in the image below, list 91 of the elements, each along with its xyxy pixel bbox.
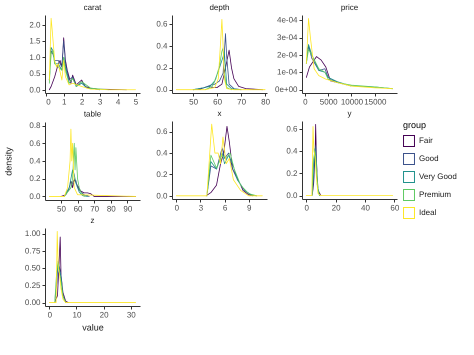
y-tick-label: 1.0	[29, 52, 42, 62]
x-tick-label: 0	[174, 204, 180, 212]
x-tick-label: 0	[304, 204, 310, 212]
line-series	[176, 124, 263, 196]
y-tick-label: 0.25	[24, 280, 42, 290]
chart-title: y	[348, 109, 352, 118]
x-tick-label: 60	[213, 98, 223, 106]
line-series	[306, 18, 393, 90]
x-tick-label: 20	[332, 204, 342, 212]
x-tick-label: 20	[100, 310, 110, 320]
x-tick-label: 2	[80, 98, 85, 106]
x-tick-label: 15000	[364, 98, 387, 106]
x-tick-label: 80	[261, 98, 271, 106]
legend-label: Fair	[419, 136, 434, 145]
x-tick-label: 90	[123, 204, 133, 214]
legend-label: Very Good	[419, 172, 457, 181]
y-tick-label: 0.4	[156, 148, 168, 158]
y-tick-label: 0.5	[29, 69, 42, 78]
x-tick-label: 50	[189, 98, 199, 106]
y-tick-label: 0.6	[156, 127, 168, 136]
y-tick-label: 0.4	[156, 41, 168, 50]
line-series	[306, 56, 338, 83]
chart-title: price	[340, 3, 359, 12]
x-tick-label: 60	[390, 204, 400, 212]
x-tick-label: 40	[361, 204, 370, 212]
line-series	[48, 128, 136, 197]
line-series	[64, 142, 85, 197]
x-tick-label: 70	[237, 98, 247, 106]
y-tick-label: 0.75	[24, 246, 42, 256]
chart-title: x	[218, 109, 222, 118]
x-tick-label: 60	[74, 204, 84, 214]
x-tick-label: 10	[72, 310, 82, 320]
y-tick-label: 2e-04	[277, 50, 298, 60]
y-tick-label: 1.5	[29, 36, 42, 46]
y-tick-label: 0.2	[156, 170, 168, 179]
line-series	[48, 18, 136, 90]
x-tick-label: 80	[106, 204, 116, 214]
x-tick-label: 6	[222, 204, 228, 212]
line-series	[48, 50, 109, 90]
x-tick-label: 70	[90, 204, 100, 214]
x-axis-title: value	[82, 322, 104, 332]
legend-label: Premium	[419, 190, 452, 199]
chart-title: table	[84, 110, 102, 119]
y-tick-label: 0.6	[286, 124, 298, 134]
y-tick-label: 0.00	[24, 298, 42, 308]
y-tick-label: 1e-04	[277, 68, 298, 77]
y-tick-label: 0.0	[156, 191, 168, 200]
x-tick-label: 10000	[340, 98, 364, 106]
y-tick-label: 0.8	[29, 121, 42, 130]
y-axis-title: density	[4, 146, 14, 176]
y-tick-label: 4e-04	[277, 16, 298, 25]
y-tick-label: 0.0	[29, 192, 42, 201]
y-tick-label: 0.2	[156, 63, 168, 72]
legend-label: Good	[419, 154, 439, 163]
x-tick-label: 0	[48, 310, 53, 320]
y-tick-label: 0.2	[286, 168, 298, 178]
y-tick-label: 0.4	[286, 146, 298, 156]
line-series	[176, 18, 266, 90]
y-tick-label: 0.50	[24, 264, 42, 273]
x-tick-label: 4	[116, 98, 121, 106]
chart-title: z	[90, 216, 94, 225]
line-series	[64, 169, 88, 197]
x-tick-label: 30	[126, 310, 136, 320]
x-tick-label: 3	[198, 204, 204, 212]
y-tick-label: 3e-04	[277, 33, 298, 42]
line-series	[54, 236, 69, 303]
line-series	[306, 126, 394, 196]
x-tick-label: 0	[303, 98, 308, 106]
y-tick-label: 0.0	[29, 85, 42, 94]
chart-title: depth	[209, 3, 230, 12]
x-tick-label: 5000	[320, 98, 338, 106]
x-tick-label: 5	[134, 98, 139, 106]
y-tick-label: 0.4	[29, 156, 42, 166]
y-tick-label: 0.0	[286, 191, 298, 200]
x-tick-label: 3	[98, 98, 103, 106]
y-tick-label: 0.2	[29, 174, 42, 184]
y-tick-label: 2.0	[29, 20, 42, 30]
x-tick-label: 50	[56, 204, 66, 214]
y-tick-label: 1.00	[24, 229, 42, 238]
y-tick-label: 0.0	[156, 85, 168, 94]
legend-label: Ideal	[419, 208, 437, 217]
legend-title: group	[403, 120, 426, 130]
x-tick-label: 9	[246, 204, 252, 212]
line-series	[192, 50, 242, 90]
chart-title: carat	[84, 3, 102, 12]
x-tick-label: 0	[46, 98, 52, 106]
y-tick-label: 0.6	[156, 19, 168, 28]
x-tick-label: 1	[62, 98, 67, 106]
line-series	[48, 231, 136, 303]
y-tick-label: 0e+00	[275, 85, 298, 94]
y-tick-label: 0.6	[29, 138, 42, 148]
